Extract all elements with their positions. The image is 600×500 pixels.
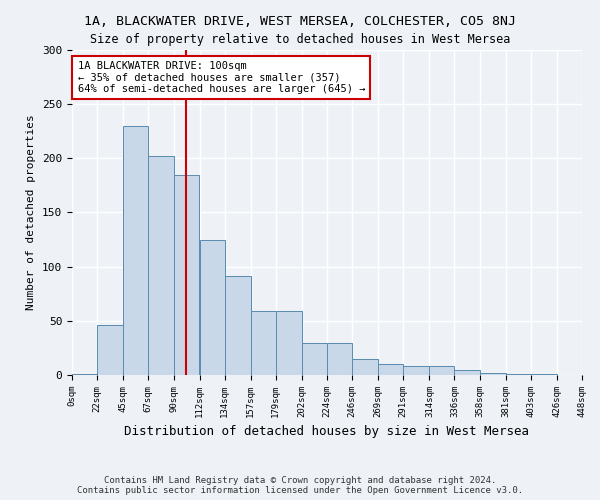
- Bar: [302, 342, 327, 375]
- Text: Size of property relative to detached houses in West Mersea: Size of property relative to detached ho…: [90, 32, 510, 46]
- Bar: [97, 325, 123, 375]
- Text: 1A BLACKWATER DRIVE: 100sqm
← 35% of detached houses are smaller (357)
64% of se: 1A BLACKWATER DRIVE: 100sqm ← 35% of det…: [77, 61, 365, 94]
- Text: 1A, BLACKWATER DRIVE, WEST MERSEA, COLCHESTER, CO5 8NJ: 1A, BLACKWATER DRIVE, WEST MERSEA, COLCH…: [84, 15, 516, 28]
- Bar: [403, 366, 430, 375]
- Bar: [327, 342, 352, 375]
- X-axis label: Distribution of detached houses by size in West Mersea: Distribution of detached houses by size …: [125, 426, 530, 438]
- Bar: [479, 373, 506, 375]
- Bar: [582, 374, 600, 375]
- Bar: [506, 374, 531, 375]
- Bar: [148, 156, 175, 375]
- Bar: [455, 370, 479, 375]
- Bar: [378, 364, 403, 375]
- Bar: [72, 374, 97, 375]
- Bar: [430, 366, 455, 375]
- Bar: [199, 240, 224, 375]
- Bar: [251, 311, 276, 375]
- Bar: [123, 126, 148, 375]
- Bar: [276, 311, 302, 375]
- Y-axis label: Number of detached properties: Number of detached properties: [26, 114, 37, 310]
- Text: Contains HM Land Registry data © Crown copyright and database right 2024.
Contai: Contains HM Land Registry data © Crown c…: [77, 476, 523, 495]
- Bar: [175, 174, 199, 375]
- Bar: [224, 276, 251, 375]
- Bar: [531, 374, 557, 375]
- Bar: [352, 359, 378, 375]
